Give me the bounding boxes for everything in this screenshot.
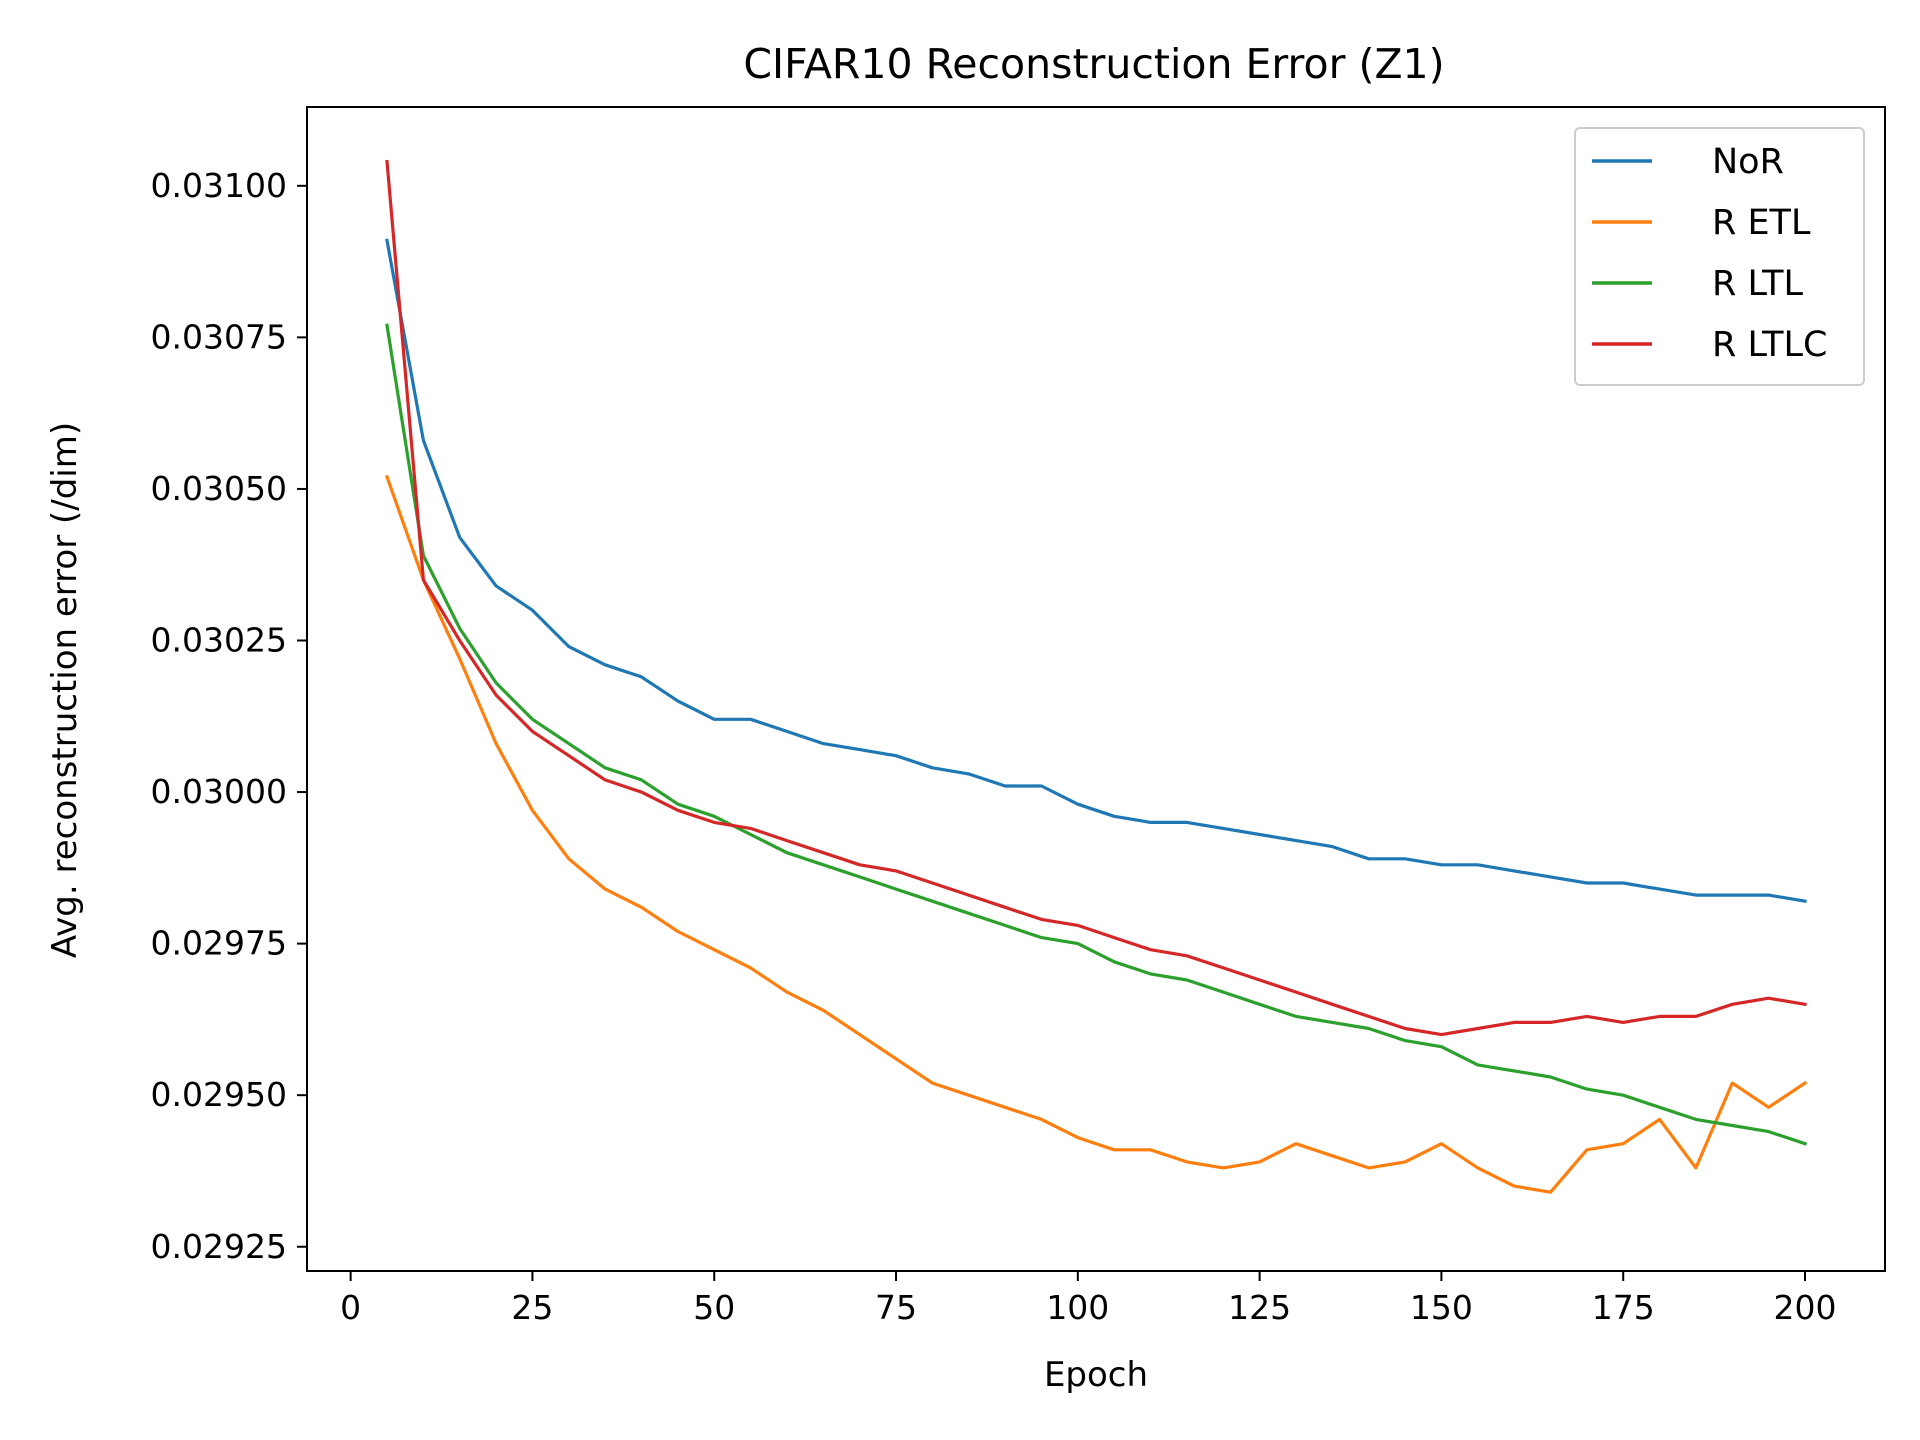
legend-label: R LTLC [1712,325,1827,365]
x-axis: 0 25 50 75 100 125 150 175 200 [340,1271,1837,1327]
x-tick-label: 200 [1774,1288,1837,1327]
x-tick-label: 50 [693,1288,735,1327]
y-tick-label: 0.03050 [151,469,287,508]
y-tick-label: 0.02925 [151,1227,287,1266]
y-tick-label: 0.03025 [151,621,287,660]
legend: NoR R ETL R LTL R LTLC [1574,127,1865,386]
chart-title: CIFAR10 Reconstruction Error (Z1) [743,40,1444,88]
x-tick-label: 75 [875,1288,917,1327]
x-tick-label: 150 [1410,1288,1473,1327]
y-axis-title: Avg. reconstruction error (/dim) [45,422,85,958]
y-tick-label: 0.03075 [151,317,287,356]
x-tick-label: 0 [340,1288,361,1327]
series-line-r-ltlc [385,159,1807,1037]
x-tick-label: 175 [1592,1288,1655,1327]
series-line-r-ltl [385,323,1808,1146]
y-tick-label: 0.03100 [151,166,287,205]
x-axis-title: Epoch [1044,1355,1148,1395]
x-tick-label: 125 [1228,1288,1291,1327]
x-tick-label: 100 [1046,1288,1109,1327]
plot-frame [306,106,1886,1272]
series-line-r-etl [384,474,1808,1194]
series-line-nor [385,238,1807,904]
y-axis: 0.02925 0.02950 0.02975 0.03000 0.03025 0.030… [151,166,307,1266]
x-tick-label: 25 [511,1288,553,1327]
y-tick-label: 0.02950 [151,1075,287,1114]
legend-label: R LTL [1712,264,1804,304]
y-tick-label: 0.03000 [151,772,287,811]
y-tick-label: 0.02975 [151,924,287,963]
legend-label: R ETL [1712,203,1811,243]
series-layer [384,159,1808,1194]
legend-label: NoR [1712,142,1784,182]
legend-box [1574,127,1865,386]
